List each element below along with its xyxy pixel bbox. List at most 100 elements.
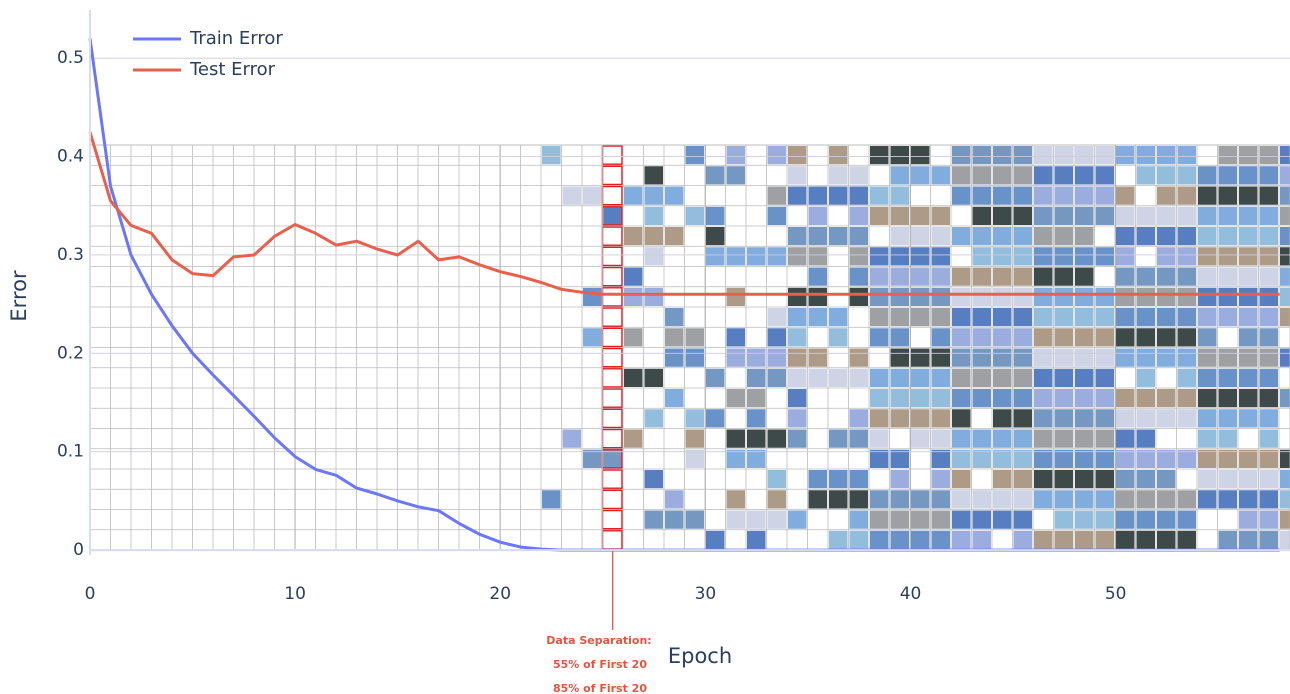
thumbnail xyxy=(1198,449,1217,468)
thumbnail xyxy=(562,186,581,205)
thumbnail xyxy=(870,530,889,549)
thumbnail xyxy=(1054,206,1073,225)
thumbnail xyxy=(624,227,643,246)
thumbnail xyxy=(706,166,725,185)
legend-label: Test Error xyxy=(189,59,276,80)
thumbnail xyxy=(1095,247,1114,266)
thumbnail xyxy=(993,409,1012,428)
thumbnail xyxy=(931,490,950,509)
thumbnail xyxy=(1116,227,1135,246)
thumbnail xyxy=(1280,166,1290,185)
thumbnail xyxy=(747,247,766,266)
thumbnail xyxy=(1034,247,1053,266)
thumbnail xyxy=(726,490,745,509)
thumbnail xyxy=(1095,146,1114,165)
thumbnail xyxy=(1177,166,1196,185)
thumbnail xyxy=(603,206,622,225)
thumbnail xyxy=(808,308,827,327)
thumbnail xyxy=(870,490,889,509)
x-tick-label: 50 xyxy=(1105,584,1127,604)
thumbnail xyxy=(706,206,725,225)
thumbnail xyxy=(1013,510,1032,529)
thumbnail xyxy=(1075,510,1094,529)
thumbnail xyxy=(1075,429,1094,448)
thumbnail xyxy=(562,429,581,448)
thumbnail xyxy=(1259,530,1278,549)
thumbnail xyxy=(1239,470,1258,489)
y-tick-label: 0.5 xyxy=(57,48,84,68)
thumbnail xyxy=(726,449,745,468)
thumbnail xyxy=(1198,389,1217,408)
thumbnail xyxy=(952,409,971,428)
thumbnail xyxy=(870,389,889,408)
thumbnail xyxy=(1259,267,1278,286)
thumbnail xyxy=(890,186,909,205)
thumbnail xyxy=(1136,368,1155,387)
y-tick-label: 0.2 xyxy=(57,343,84,363)
thumbnail xyxy=(1136,429,1155,448)
thumbnail xyxy=(870,308,889,327)
legend-label: Train Error xyxy=(189,28,283,49)
thumbnail xyxy=(1075,348,1094,367)
thumbnail xyxy=(911,429,930,448)
thumbnail xyxy=(952,287,971,306)
thumbnail xyxy=(1259,227,1278,246)
thumbnail xyxy=(952,449,971,468)
separation-cell xyxy=(601,489,623,510)
thumbnail xyxy=(829,166,848,185)
thumbnail xyxy=(644,409,663,428)
thumbnail xyxy=(1259,389,1278,408)
thumbnail xyxy=(1054,530,1073,549)
thumbnail xyxy=(767,510,786,529)
thumbnail xyxy=(1198,409,1217,428)
thumbnail xyxy=(1013,227,1032,246)
thumbnail xyxy=(1259,166,1278,185)
thumbnail xyxy=(1218,429,1237,448)
separation-cell xyxy=(601,185,623,206)
thumbnail xyxy=(1136,490,1155,509)
thumbnail xyxy=(788,510,807,529)
thumbnail xyxy=(849,186,868,205)
thumbnail xyxy=(1095,449,1114,468)
thumbnail xyxy=(1075,490,1094,509)
thumbnail xyxy=(767,146,786,165)
thumbnail xyxy=(1054,449,1073,468)
thumbnail xyxy=(747,530,766,549)
thumbnail xyxy=(829,368,848,387)
thumbnail xyxy=(1198,166,1217,185)
thumbnail xyxy=(1157,510,1176,529)
thumbnail xyxy=(1157,530,1176,549)
thumbnail xyxy=(911,510,930,529)
thumbnail xyxy=(1013,409,1032,428)
thumbnail xyxy=(1280,186,1290,205)
thumbnail xyxy=(1034,206,1053,225)
separation-cell xyxy=(601,246,623,267)
thumbnail xyxy=(1259,308,1278,327)
thumbnail xyxy=(1034,490,1053,509)
thumbnail xyxy=(870,409,889,428)
thumbnail xyxy=(1280,247,1290,266)
thumbnail xyxy=(1239,308,1258,327)
thumbnail xyxy=(1075,409,1094,428)
thumbnail xyxy=(890,308,909,327)
thumbnail xyxy=(726,328,745,347)
thumbnail xyxy=(911,368,930,387)
thumbnail xyxy=(644,368,663,387)
thumbnail xyxy=(890,287,909,306)
thumbnail xyxy=(931,510,950,529)
thumbnail xyxy=(1136,348,1155,367)
thumbnail xyxy=(911,530,930,549)
thumbnail xyxy=(1034,328,1053,347)
x-tick-label: 20 xyxy=(489,584,511,604)
thumbnail xyxy=(1034,267,1053,286)
thumbnail xyxy=(1136,328,1155,347)
thumbnail xyxy=(1095,287,1114,306)
thumbnail xyxy=(952,368,971,387)
thumbnail xyxy=(972,530,991,549)
thumbnail xyxy=(1075,449,1094,468)
thumbnail xyxy=(665,227,684,246)
thumbnail xyxy=(542,146,561,165)
thumbnail xyxy=(1157,308,1176,327)
thumbnail xyxy=(788,389,807,408)
thumbnail xyxy=(1177,328,1196,347)
